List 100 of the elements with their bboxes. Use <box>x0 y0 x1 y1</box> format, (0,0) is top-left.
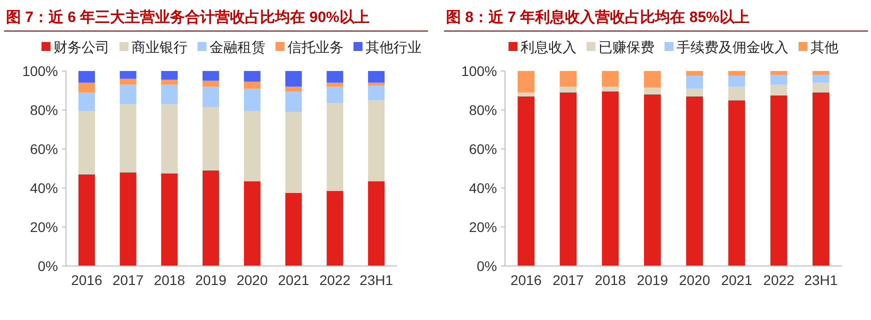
bar <box>686 96 703 266</box>
bar <box>161 80 178 85</box>
bar <box>728 86 746 100</box>
bar <box>285 71 302 87</box>
x-tick-label: 2021 <box>278 272 310 288</box>
bar <box>560 86 577 92</box>
y-tick-label: 40% <box>468 180 497 196</box>
bar <box>120 71 136 79</box>
x-tick-label: 2022 <box>763 272 795 288</box>
bar <box>244 82 260 89</box>
bar <box>644 94 661 266</box>
bar <box>560 71 577 87</box>
bar <box>686 88 703 96</box>
bar <box>728 76 746 87</box>
x-tick-label: 2017 <box>552 272 584 288</box>
legend-label: 财务公司 <box>54 39 110 55</box>
bar <box>686 71 703 76</box>
x-tick-label: 2019 <box>636 272 668 288</box>
bar <box>812 71 830 75</box>
bar <box>326 86 344 104</box>
bar <box>770 74 788 85</box>
x-tick-label: 2018 <box>594 272 626 288</box>
bar <box>602 71 619 87</box>
legend-label: 其他行业 <box>366 39 422 55</box>
x-tick-label: 2019 <box>195 272 227 288</box>
x-tick-label: 2022 <box>319 272 351 288</box>
y-tick-label: 100% <box>22 63 58 79</box>
y-tick-label: 20% <box>468 219 497 235</box>
bar <box>326 190 344 266</box>
bar <box>326 71 344 83</box>
y-tick-label: 80% <box>30 102 58 118</box>
bar <box>244 110 260 182</box>
bar <box>120 78 136 85</box>
bar <box>560 92 577 266</box>
bar <box>202 107 220 170</box>
x-tick-label: 2021 <box>721 272 752 288</box>
bar <box>285 91 302 112</box>
bar <box>285 112 302 193</box>
bar <box>161 84 178 104</box>
bar <box>602 91 619 266</box>
bar <box>770 84 788 96</box>
x-tick-label: 2020 <box>678 272 710 288</box>
bar <box>161 104 178 174</box>
bar <box>78 82 95 92</box>
bar <box>518 96 534 266</box>
bar <box>728 71 746 76</box>
bar <box>285 192 302 266</box>
bar <box>202 86 220 108</box>
y-tick-label: 100% <box>461 63 497 79</box>
legend-label: 其他 <box>810 39 838 55</box>
y-tick-label: 80% <box>468 102 497 118</box>
y-tick-label: 60% <box>468 141 497 157</box>
bar <box>602 86 619 92</box>
bar <box>326 103 344 191</box>
x-tick-label: 2018 <box>154 272 186 288</box>
chart-title: 图 8：近 7 年利息收入营收占比均在 85%以上 <box>446 9 750 26</box>
bar <box>770 71 788 75</box>
bar <box>285 86 302 92</box>
bar <box>518 92 534 96</box>
bar <box>686 76 703 89</box>
bar <box>78 110 95 174</box>
bar <box>244 71 260 82</box>
x-tick-label: 2016 <box>71 272 102 288</box>
x-tick-label: 2020 <box>236 272 268 288</box>
bar <box>202 71 220 81</box>
x-tick-label: 23H1 <box>804 272 838 288</box>
legend-label: 商业银行 <box>132 39 188 55</box>
bar <box>326 82 344 87</box>
legend-label: 信托业务 <box>288 39 344 55</box>
bar <box>202 80 220 87</box>
bar <box>728 100 746 266</box>
x-tick-label: 2017 <box>112 272 144 288</box>
y-tick-label: 20% <box>30 219 58 235</box>
bar <box>161 71 178 80</box>
bar <box>368 100 385 182</box>
bar <box>368 82 385 86</box>
y-tick-label: 0% <box>38 258 58 274</box>
bar <box>812 82 830 92</box>
x-tick-label: 23H1 <box>360 272 394 288</box>
legend-label: 金融租赁 <box>210 39 266 55</box>
bar <box>244 88 260 111</box>
chart-title: 图 7：近 6 年三大主营业务合计营收占比均在 90%以上 <box>6 8 370 26</box>
legend-label: 利息收入 <box>520 39 576 55</box>
bar <box>368 181 385 266</box>
bar <box>161 173 178 266</box>
legend-label: 已赚保费 <box>598 39 654 55</box>
bar <box>518 71 534 92</box>
bar <box>644 88 661 94</box>
bar <box>120 84 136 104</box>
bar <box>120 104 136 172</box>
bar <box>120 172 136 266</box>
bar <box>78 174 95 266</box>
bar <box>812 74 830 83</box>
bar <box>368 86 385 100</box>
bar <box>770 95 788 266</box>
bar <box>368 71 385 83</box>
x-tick-label: 2016 <box>510 272 542 288</box>
y-tick-label: 0% <box>476 258 497 274</box>
bar <box>644 71 661 88</box>
bar <box>78 92 95 111</box>
